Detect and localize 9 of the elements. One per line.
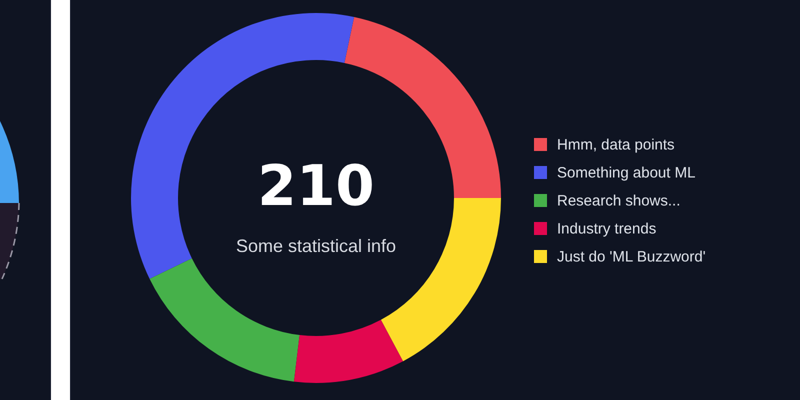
text: 210 (258, 154, 374, 219)
donut-slice (150, 258, 300, 382)
legend-label: Something about ML (557, 164, 696, 182)
donut-slice (294, 320, 404, 383)
legend-label: Just do 'ML Buzzword' (557, 248, 706, 266)
legend-label: Industry trends (557, 220, 656, 238)
legend-label: Research shows... (557, 192, 680, 210)
text: Some statistical info (236, 236, 396, 256)
legend-label: Hmm, data points (557, 136, 675, 154)
